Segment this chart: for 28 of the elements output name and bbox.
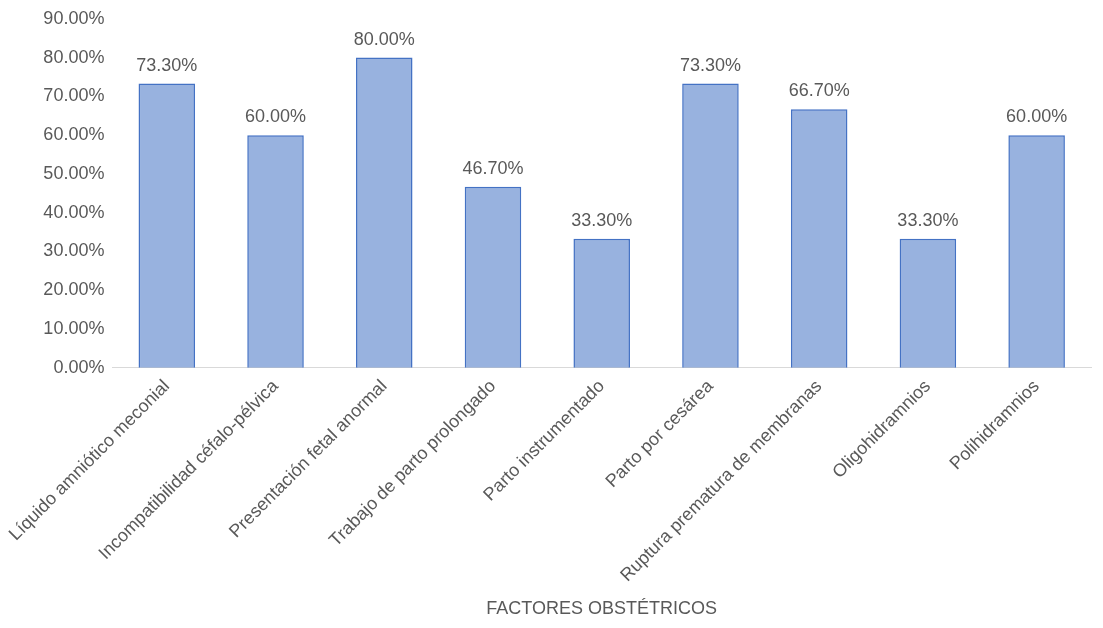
data-label: 33.30%: [897, 209, 959, 230]
y-tick-label: 0.00%: [53, 356, 105, 377]
bar: [899, 238, 957, 368]
data-label: 46.70%: [462, 157, 524, 178]
y-tick-label: 50.00%: [43, 162, 105, 183]
data-label: 60.00%: [1006, 106, 1068, 127]
y-tick-label: 70.00%: [43, 85, 105, 106]
bar: [138, 83, 196, 368]
data-label: 66.70%: [788, 80, 850, 101]
bar: [790, 109, 848, 368]
bar: [1008, 135, 1065, 368]
data-label: 80.00%: [353, 28, 415, 49]
data-label: 60.00%: [245, 106, 307, 127]
y-tick-label: 10.00%: [43, 318, 105, 339]
data-label: 73.30%: [679, 54, 741, 75]
bar: [355, 57, 413, 368]
y-tick-label: 60.00%: [43, 124, 105, 145]
y-tick-label: 80.00%: [43, 46, 105, 67]
bar: [464, 186, 522, 368]
y-tick-label: 30.00%: [43, 240, 105, 261]
data-label: 33.30%: [571, 209, 633, 230]
x-axis-title: FACTORES OBSTÉTRICOS: [486, 598, 718, 619]
y-tick-label: 90.00%: [43, 7, 105, 28]
y-tick-label: 40.00%: [43, 201, 105, 222]
data-label: 73.30%: [136, 54, 198, 75]
bar: [573, 238, 630, 368]
bar: [247, 135, 304, 368]
y-tick-label: 20.00%: [43, 279, 105, 300]
